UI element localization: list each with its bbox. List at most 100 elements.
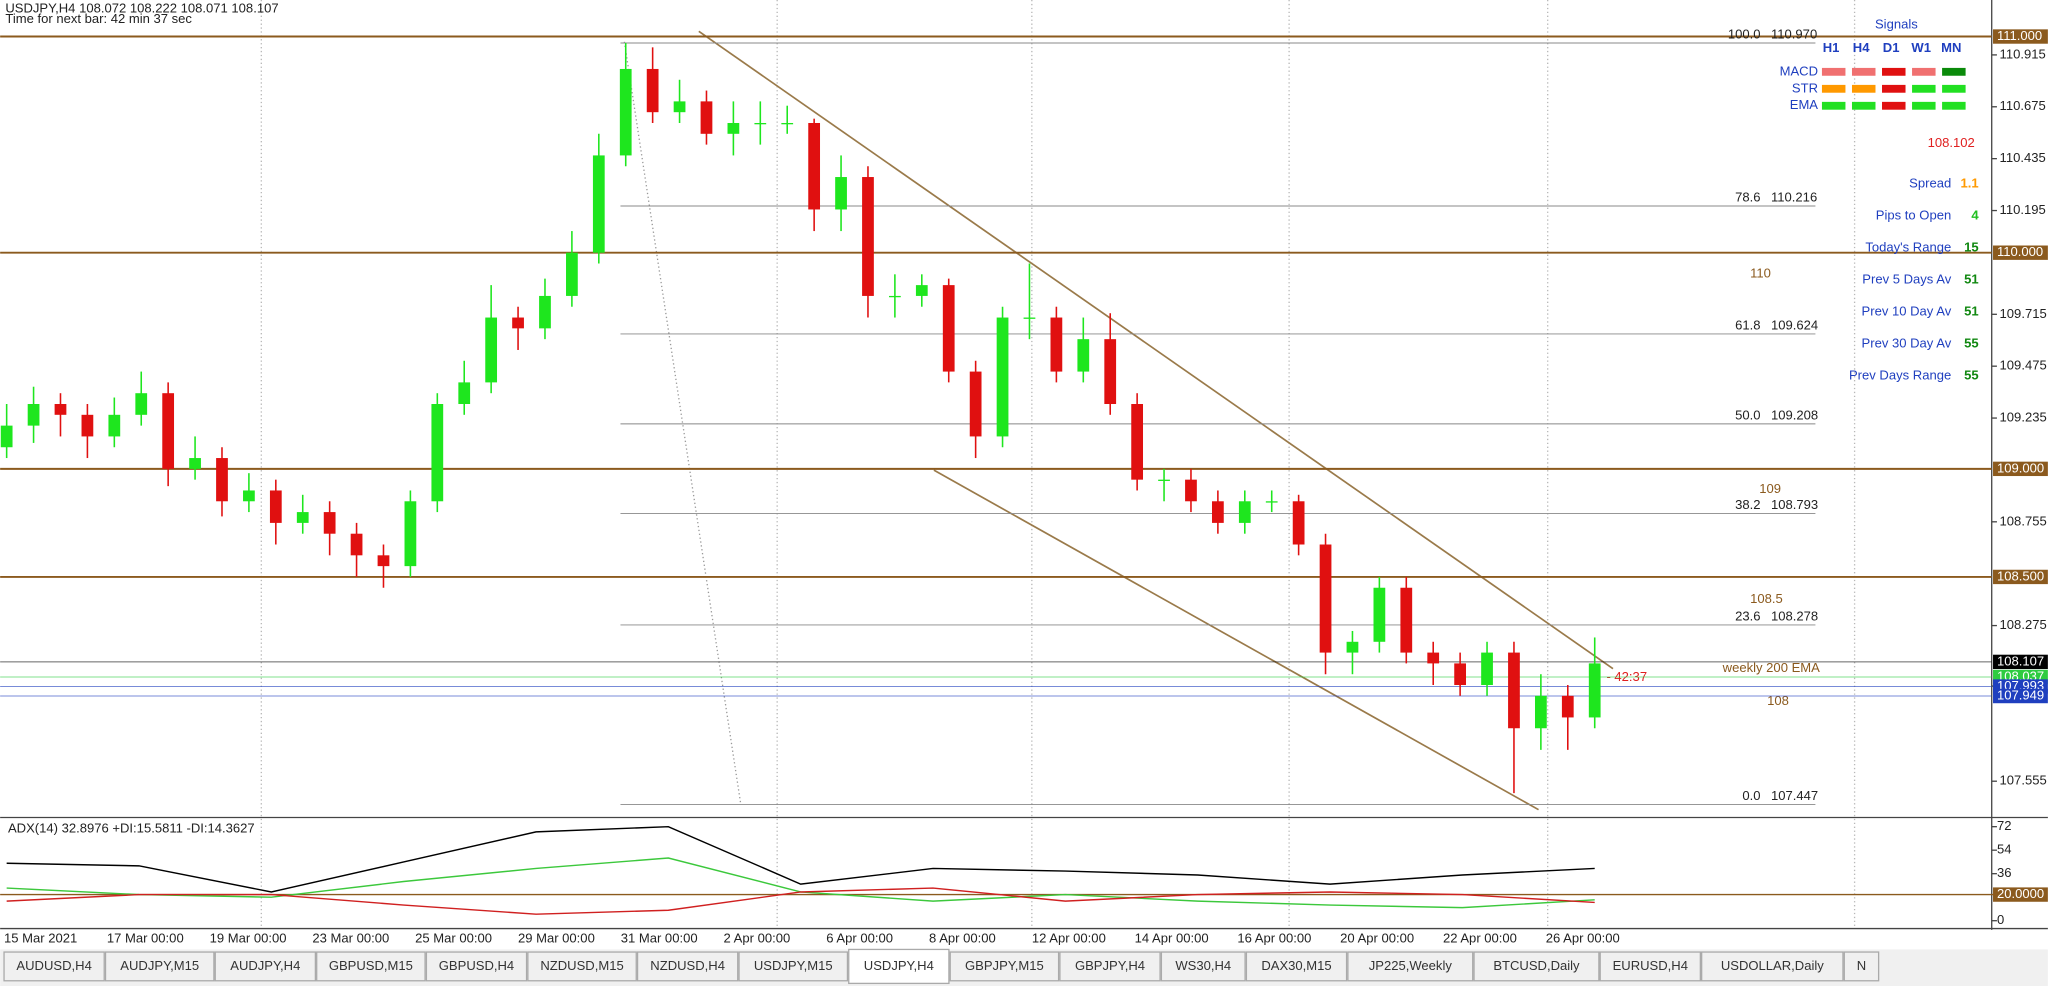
signal-col: W1: [1911, 40, 1931, 55]
tab[interactable]: [1473, 951, 1600, 982]
tab-label[interactable]: DAX30,M15: [1261, 958, 1331, 973]
tab[interactable]: [1160, 951, 1246, 982]
x-tick-label: 29 Mar 00:00: [518, 930, 595, 945]
y-tick-label: 109.715: [2000, 306, 2047, 321]
candle-body: [781, 122, 794, 125]
y-tick-label: 108.275: [2000, 617, 2047, 632]
tab[interactable]: [738, 951, 849, 982]
trend-line: [933, 469, 1539, 811]
tab[interactable]: [3, 951, 105, 982]
signal-cell: [1942, 84, 1966, 93]
tab[interactable]: [527, 951, 637, 982]
candle-body: [808, 122, 821, 210]
tab[interactable]: [214, 951, 317, 982]
level-note: 108.5: [1750, 591, 1783, 606]
tab[interactable]: [1347, 951, 1474, 982]
tab[interactable]: [104, 951, 215, 982]
tab-label[interactable]: N: [1857, 958, 1866, 973]
tab-label[interactable]: GBPJPY,M15: [965, 958, 1044, 973]
tab-label[interactable]: GBPUSD,M15: [329, 958, 413, 973]
signal-cell: [1851, 67, 1876, 76]
tab[interactable]: [1245, 951, 1348, 982]
tab-label[interactable]: USDJPY,M15: [754, 958, 833, 973]
tab-label[interactable]: NZDUSD,M15: [540, 958, 623, 973]
signal-cell: [1942, 67, 1966, 76]
fib-pct: 78.6: [1735, 190, 1760, 205]
fib-pct: 50.0: [1735, 408, 1760, 423]
signal-col: D1: [1883, 40, 1900, 55]
candle-body: [727, 122, 740, 134]
candle-body: [539, 295, 551, 329]
x-tick-label: 8 Apr 00:00: [929, 930, 996, 945]
candle-body: [350, 533, 363, 556]
candle-body: [1346, 641, 1359, 653]
tab-label[interactable]: GBPJPY,H4: [1075, 958, 1145, 973]
candle-body: [619, 68, 632, 156]
tab-label[interactable]: WS30,H4: [1175, 958, 1231, 973]
fib-pct: 61.8: [1735, 318, 1760, 333]
tab-label[interactable]: NZDUSD,H4: [650, 958, 725, 973]
header-symbol: USDJPY,H4 108.072 108.222 108.071 108.10…: [5, 1, 278, 16]
tab-label[interactable]: AUDJPY,H4: [230, 958, 300, 973]
trend-line: [698, 30, 1614, 670]
candle-body: [512, 317, 524, 329]
candle-body: [1373, 587, 1386, 642]
tab-label[interactable]: EURUSD,H4: [1613, 958, 1688, 973]
candle-body: [1131, 404, 1144, 480]
fib-price: 109.208: [1771, 408, 1818, 423]
level-box: [1993, 245, 2048, 260]
candle-body: [646, 68, 659, 113]
candle-body: [108, 414, 121, 437]
candle-body: [915, 285, 928, 296]
tab[interactable]: [1843, 951, 1880, 982]
candle-body: [1454, 663, 1467, 686]
tab[interactable]: [1599, 951, 1702, 982]
tab-label[interactable]: GBPUSD,H4: [439, 958, 514, 973]
candle-body: [1104, 339, 1117, 405]
signal-row: EMA: [1790, 97, 1819, 112]
candle-body: [673, 101, 686, 113]
tab[interactable]: [949, 951, 1060, 982]
stat-value: 55: [1964, 368, 1979, 383]
tab-label[interactable]: BTCUSD,Daily: [1493, 958, 1580, 973]
fib-price: 108.278: [1771, 609, 1818, 624]
stat-label: Prev 10 Day Av: [1862, 304, 1952, 319]
x-tick-label: 19 Mar 00:00: [210, 930, 287, 945]
candle-body: [377, 555, 390, 567]
signal-col: H1: [1823, 40, 1840, 55]
candle-body: [135, 393, 148, 415]
tab[interactable]: [316, 951, 426, 982]
level-box: [1993, 654, 2048, 670]
stat-value: 51: [1964, 272, 1979, 287]
signal-cell: [1821, 101, 1846, 110]
stat-label: Pips to Open: [1876, 208, 1951, 223]
x-tick-label: 6 Apr 00:00: [826, 930, 893, 945]
candle-body: [1238, 501, 1251, 523]
tab-label[interactable]: JP225,Weekly: [1369, 958, 1453, 973]
candle-body: [1400, 587, 1413, 653]
candle-body: [431, 404, 444, 502]
tab[interactable]: [636, 951, 739, 982]
candle-body: [1561, 695, 1574, 718]
candle-body: [1292, 501, 1305, 545]
tab-label[interactable]: USDOLLAR,Daily: [1721, 958, 1824, 973]
signals-title: Signals: [1875, 16, 1918, 31]
x-tick-label: 22 Apr 00:00: [1443, 930, 1517, 945]
candle-body: [1212, 501, 1224, 523]
signal-col: H4: [1853, 40, 1870, 55]
tab[interactable]: [1701, 951, 1844, 982]
candle-body: [1508, 652, 1520, 729]
ema-note: weekly 200 EMA: [1722, 660, 1820, 675]
tab-label[interactable]: AUDUSD,H4: [16, 958, 91, 973]
level-label: 110.000: [1997, 244, 2043, 259]
tab[interactable]: [848, 948, 950, 985]
tab-label[interactable]: AUDJPY,M15: [120, 958, 199, 973]
candle-body: [969, 371, 982, 437]
tab[interactable]: [1059, 951, 1161, 982]
candle-body: [485, 317, 498, 383]
fib-price: 107.447: [1771, 788, 1818, 803]
tab[interactable]: [425, 951, 528, 982]
tab-label[interactable]: USDJPY,H4: [864, 958, 934, 973]
